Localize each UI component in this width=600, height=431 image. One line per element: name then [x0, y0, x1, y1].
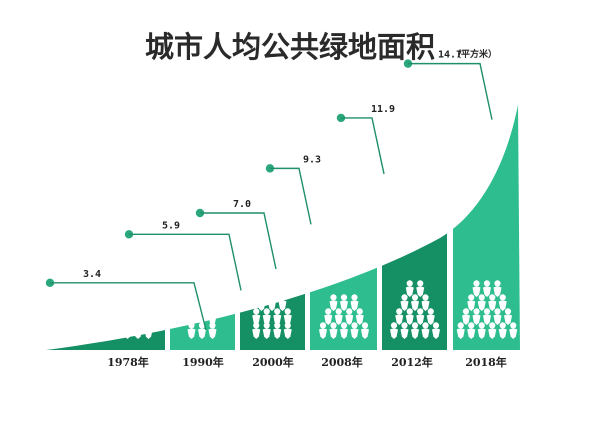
data-label: 14.7 [438, 50, 462, 61]
bar-2008年 [310, 105, 377, 350]
data-label: 5.9 [162, 220, 180, 231]
x-tick-label: 2008年 [321, 355, 363, 369]
callout-line [341, 117, 385, 175]
x-tick-label: 1990年 [182, 355, 224, 369]
data-label: 3.4 [83, 269, 101, 280]
callout-line [50, 282, 207, 331]
x-tick-label: 2018年 [465, 355, 507, 369]
chart-unit: （平方米） [452, 48, 497, 60]
bar-2012年 [382, 105, 447, 350]
data-label: 7.0 [233, 199, 251, 210]
bar-2000年 [240, 105, 305, 350]
data-label: 9.3 [303, 154, 321, 165]
x-tick-label: 2000年 [252, 355, 294, 369]
callout-line [200, 212, 277, 270]
data-label: 11.9 [371, 104, 395, 115]
bar-1978年 [46, 105, 165, 350]
x-axis-labels: 1978年 1990年 2000年 2008年 2012年 2018年 [107, 355, 507, 369]
callout-line [270, 167, 312, 225]
chart-title: 城市人均公共绿地面积 [145, 30, 435, 64]
x-tick-label: 1978年 [107, 355, 149, 369]
person-icon [123, 322, 132, 339]
callout-line [408, 62, 493, 120]
callout-line [129, 233, 242, 291]
bars-group [46, 105, 520, 350]
callouts-group: 3.4 5.9 7.0 9.3 11.9 14.7 [45, 50, 493, 331]
x-tick-label: 2012年 [391, 355, 433, 369]
